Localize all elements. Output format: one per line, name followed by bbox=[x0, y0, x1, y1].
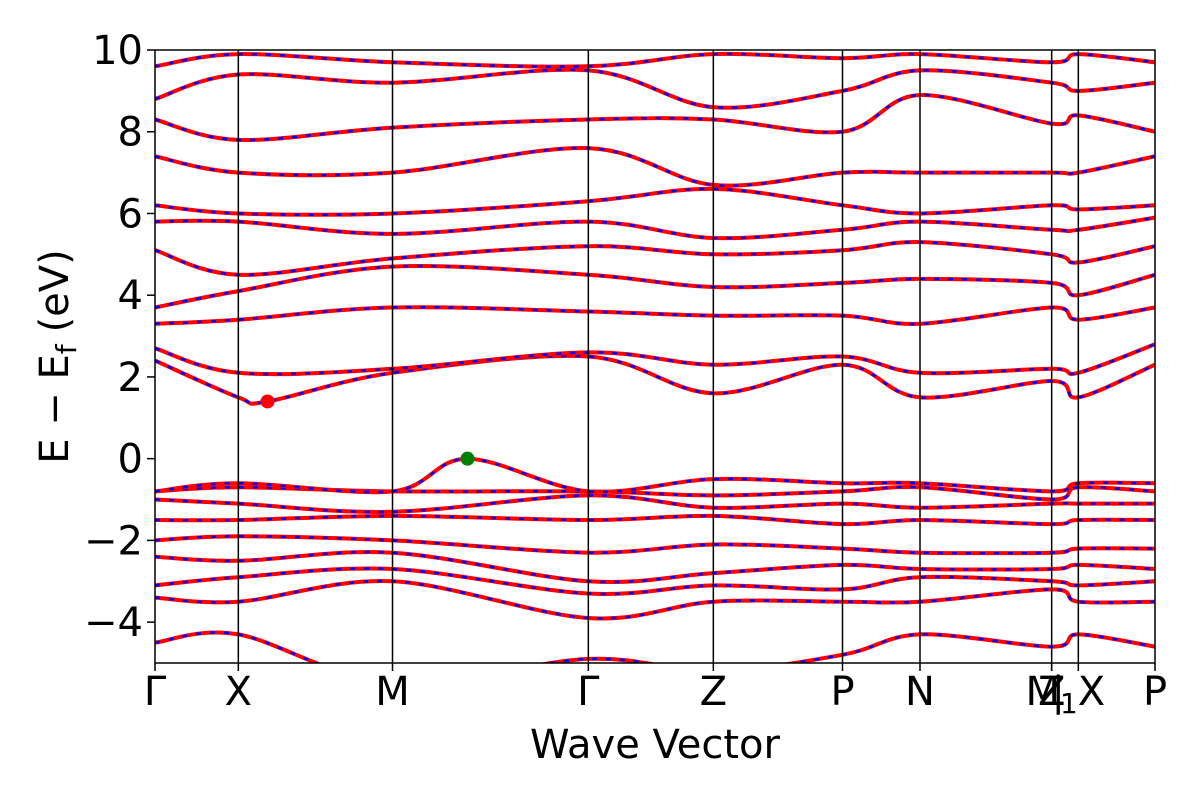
x-tick-label: M bbox=[375, 669, 410, 715]
y-axis-title: E − Ef (eV) bbox=[32, 249, 83, 464]
y-axis-title-subscript: f bbox=[50, 343, 83, 354]
band-5-line bbox=[155, 534, 1155, 556]
x-tick-label: X bbox=[225, 669, 252, 715]
x-tick-label: Γ bbox=[144, 669, 167, 715]
y-tick-label: −2 bbox=[84, 518, 143, 564]
band-17-overlay bbox=[155, 146, 1155, 187]
band-13-overlay bbox=[155, 264, 1155, 309]
band-10-overlay bbox=[155, 354, 1155, 405]
kpoint-lines bbox=[237, 50, 1080, 663]
band-5-overlay bbox=[155, 535, 1155, 555]
band-edge-markers bbox=[260, 394, 475, 466]
y-tick-label: 2 bbox=[118, 355, 143, 401]
x-tick-label: | X bbox=[1052, 669, 1106, 715]
x-tick-label: Z bbox=[700, 669, 727, 715]
band-16-line bbox=[155, 186, 1155, 217]
band-10-line bbox=[155, 353, 1155, 406]
band-19-overlay bbox=[155, 68, 1155, 109]
band-9-line bbox=[155, 456, 1155, 495]
y-axis-ticks: 10 8 6 4 2 0 −2 −4 bbox=[84, 28, 155, 646]
y-axis-title-main: E − E bbox=[32, 354, 78, 464]
band-7-line bbox=[155, 493, 1155, 514]
y-axis-title-unit: (eV) bbox=[32, 249, 78, 332]
x-tick-label: P bbox=[1143, 669, 1167, 715]
y-tick-label: 8 bbox=[118, 110, 143, 156]
x-axis-title: Wave Vector bbox=[530, 722, 781, 768]
band-20-overlay bbox=[155, 52, 1155, 68]
vbm-marker bbox=[460, 451, 475, 466]
y-tick-label: −4 bbox=[84, 600, 143, 646]
x-tick-label: Γ bbox=[577, 669, 600, 715]
x-tick-label: Z bbox=[1038, 669, 1065, 715]
x-tick-label: P bbox=[830, 669, 854, 715]
band-12-overlay bbox=[155, 305, 1155, 326]
band-11-overlay bbox=[155, 343, 1155, 376]
band-13-line bbox=[155, 264, 1155, 310]
band-18-line bbox=[155, 92, 1155, 143]
band-12-line bbox=[155, 305, 1155, 326]
band-16-overlay bbox=[155, 187, 1155, 217]
cbm-marker bbox=[260, 394, 275, 409]
x-tick-label: N bbox=[905, 669, 935, 715]
y-tick-label: 0 bbox=[118, 437, 143, 483]
plot-frame bbox=[154, 49, 1156, 664]
bands-layer bbox=[155, 51, 1155, 663]
y-tick-label: 4 bbox=[118, 273, 143, 319]
band-3-overlay bbox=[155, 567, 1155, 596]
band-6-overlay bbox=[155, 514, 1155, 526]
y-tick-label: 10 bbox=[92, 28, 143, 74]
x-tick-label-subscript: 1 bbox=[1060, 687, 1078, 720]
band-2-overlay bbox=[155, 579, 1155, 620]
band-8-overlay bbox=[155, 485, 1155, 501]
band-20-line bbox=[155, 51, 1155, 69]
band-15-line bbox=[155, 215, 1155, 241]
band-6-line bbox=[155, 513, 1155, 527]
y-tick-label: 6 bbox=[118, 191, 143, 237]
